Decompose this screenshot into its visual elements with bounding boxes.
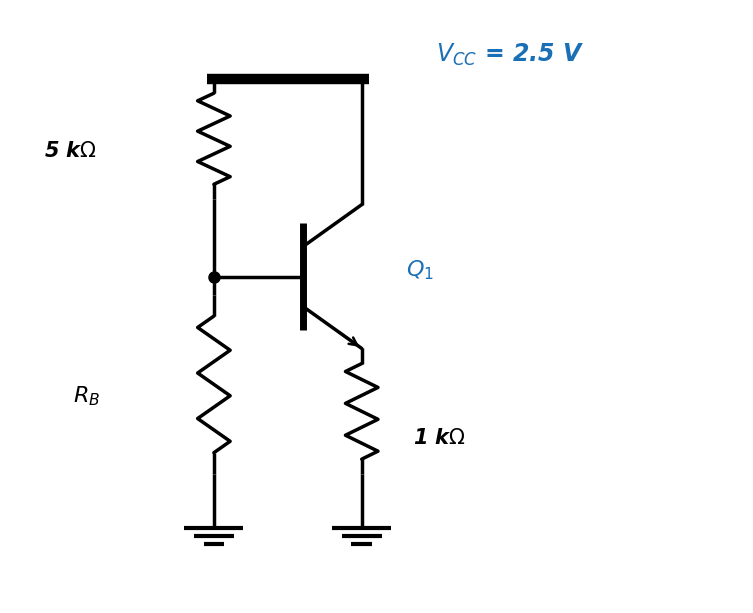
Text: $R_B$: $R_B$: [74, 384, 101, 408]
Text: 5 k$\Omega$: 5 k$\Omega$: [44, 141, 96, 161]
Text: $Q_1$: $Q_1$: [406, 259, 434, 283]
Text: 1 k$\Omega$: 1 k$\Omega$: [413, 428, 466, 448]
Text: $V_{CC}$ = 2.5 V: $V_{CC}$ = 2.5 V: [436, 42, 584, 68]
